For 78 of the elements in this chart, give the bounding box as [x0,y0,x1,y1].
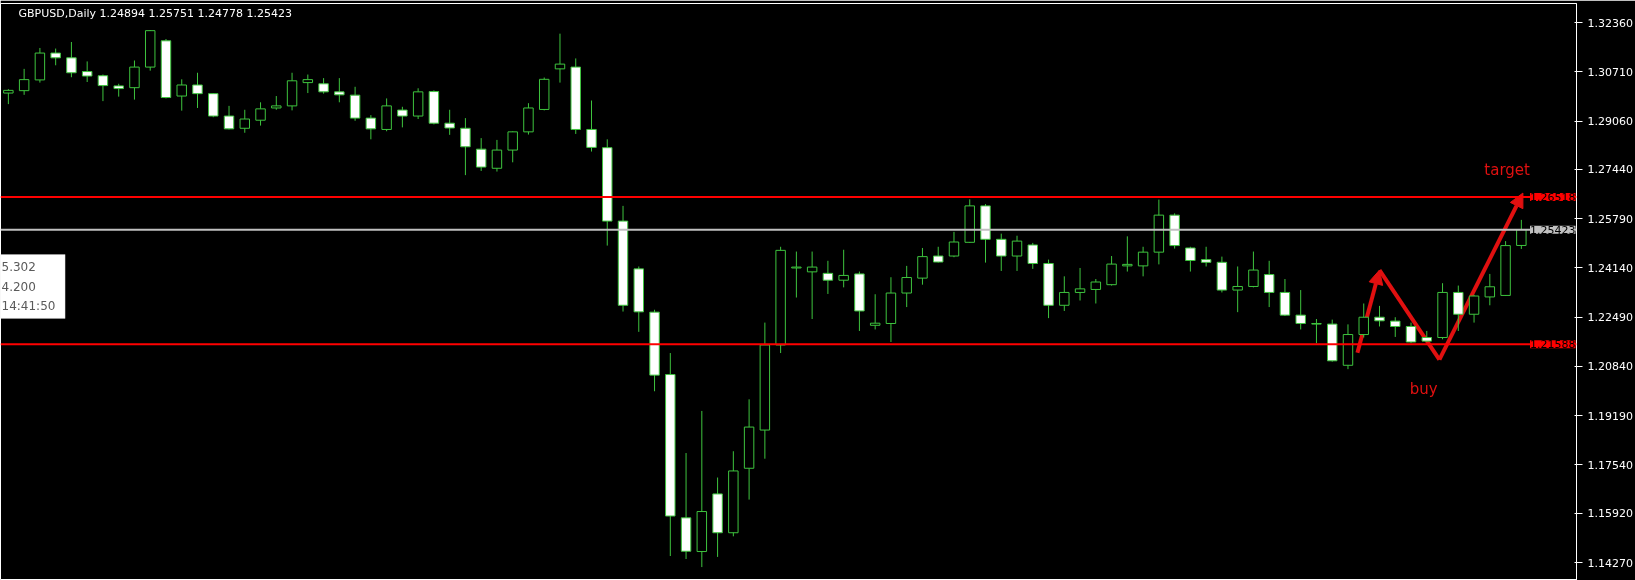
candlestick [66,41,77,78]
candlestick [1374,305,1385,327]
annotation: buy [1409,380,1438,399]
y-tick-label: 1.30710 [1587,65,1633,79]
candlestick [554,33,566,84]
candlestick [1137,246,1149,277]
y-tick-label: 1.22490 [1587,311,1633,325]
annotation: 5.302 [1,259,36,274]
candlestick [334,77,345,103]
candlestick [1185,246,1196,273]
candlestick [208,92,219,118]
candlestick [1358,302,1369,339]
candlestick [791,251,802,299]
candlestick [129,60,140,101]
candlestick [460,117,471,176]
candlestick [444,109,455,136]
candlestick [523,102,534,136]
candlestick [1232,265,1243,313]
ref-line-label: 1.26518 [1530,190,1576,204]
candlestick [1390,316,1401,338]
annotation: 14:41:50 [1,299,56,314]
y-tick-label: 1.32360 [1587,16,1633,30]
chart-title: GBPUSD,Daily 1.24894 1.25751 1.24778 1.25423 [18,6,292,20]
candlestick [822,260,834,295]
y-tick-label: 1.24140 [1587,261,1633,275]
y-tick-label: 1.25790 [1587,212,1633,226]
candlestick [869,293,881,330]
candlestick [1516,219,1527,250]
candlestick [1263,260,1275,308]
candlestick [381,97,392,132]
candlestick [255,101,266,127]
candlestick [901,265,912,308]
candlestick [81,60,93,83]
y-tick-label: 1.27440 [1587,163,1633,177]
candlestick [349,86,361,122]
annotation: target [1484,161,1531,180]
candlestick [948,231,960,258]
ref-line-label: 1.25423 [1530,223,1576,237]
candlestick [397,106,408,128]
candlestick [192,72,203,109]
candlestick [1248,251,1259,288]
candlestick [1027,242,1039,270]
y-tick-label: 1.14270 [1587,556,1633,570]
candlestick [586,100,597,153]
candlestick [1468,294,1480,324]
candlestick [1200,246,1212,267]
candlestick [1059,275,1070,312]
y-tick-label: 1.17540 [1587,458,1633,472]
candlestick [917,247,928,286]
candlestick [97,74,109,102]
candlestick [239,109,251,134]
candlestick [838,249,849,288]
candlestick [1311,318,1322,344]
candlestick [1090,278,1102,304]
candlestick [1122,235,1133,273]
candlestick [176,78,187,112]
candlestick [1074,267,1086,302]
y-tick-label: 1.20840 [1587,360,1633,374]
candlestick [1484,273,1496,306]
candlestick [1453,285,1464,332]
candlestick [996,233,1007,272]
candlestick [475,137,487,172]
y-tick-label: 1.19190 [1587,409,1633,423]
candlestick [223,105,235,130]
y-tick-label: 1.29060 [1587,115,1633,129]
candlestick [1106,255,1117,287]
candlestick [302,74,314,94]
annotation: 4.200 [1,279,36,294]
ref-line-label: 1.21588 [1530,338,1576,352]
candlestick [507,130,518,163]
candlestick [806,251,818,320]
candlestick [1279,278,1291,317]
candlestick [365,114,377,140]
candlestick [1295,289,1306,330]
candlestick [18,68,30,96]
y-tick-label: 1.15920 [1587,507,1633,521]
candlestick [491,139,503,173]
candlestick [1011,235,1023,272]
